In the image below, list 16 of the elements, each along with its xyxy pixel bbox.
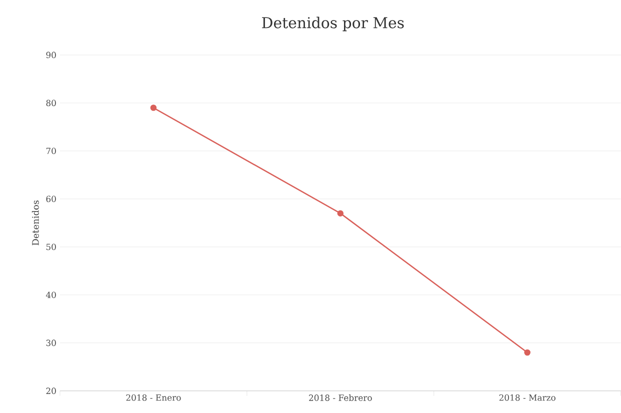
chart-title: Detenidos por Mes — [262, 16, 404, 32]
y-tick-label: 50 — [46, 244, 56, 250]
point — [150, 104, 157, 111]
x-tick-label: 2018 - Marzo — [499, 394, 556, 401]
y-axis-title: Detenidos — [32, 200, 39, 246]
point — [524, 349, 530, 356]
y-tick-label: 90 — [46, 52, 56, 58]
y-tick-label: 60 — [46, 196, 56, 202]
x-tick-label: 2018 - Febrero — [309, 394, 372, 402]
y-tick-label: 20 — [46, 388, 56, 394]
y-tick-label: 70 — [46, 148, 56, 154]
point — [337, 210, 344, 217]
x-tick-label: 2018 - Enero — [126, 394, 181, 401]
y-tick-label: 80 — [46, 100, 56, 106]
y-tick-label: 30 — [46, 340, 56, 346]
y-tick-label: 40 — [46, 292, 56, 298]
